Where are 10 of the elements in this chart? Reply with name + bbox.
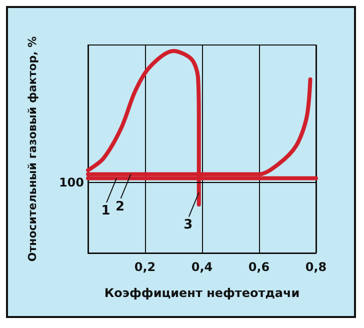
x-tick-label: 0,6 [248, 260, 270, 274]
x-tick-label: 0,4 [191, 260, 213, 274]
y-axis-title: Относительный газовый фактор, % [26, 36, 39, 262]
text: 100 [58, 175, 84, 190]
annotation: 2 [115, 199, 125, 214]
annotation: 1 [101, 203, 110, 218]
x-tick-label: 0,8 [305, 260, 327, 274]
x-axis-title: Коэффициент нефтеотдачи [104, 286, 300, 300]
annotation: 3 [184, 218, 193, 232]
x-tick-label: 0,2 [134, 260, 156, 274]
